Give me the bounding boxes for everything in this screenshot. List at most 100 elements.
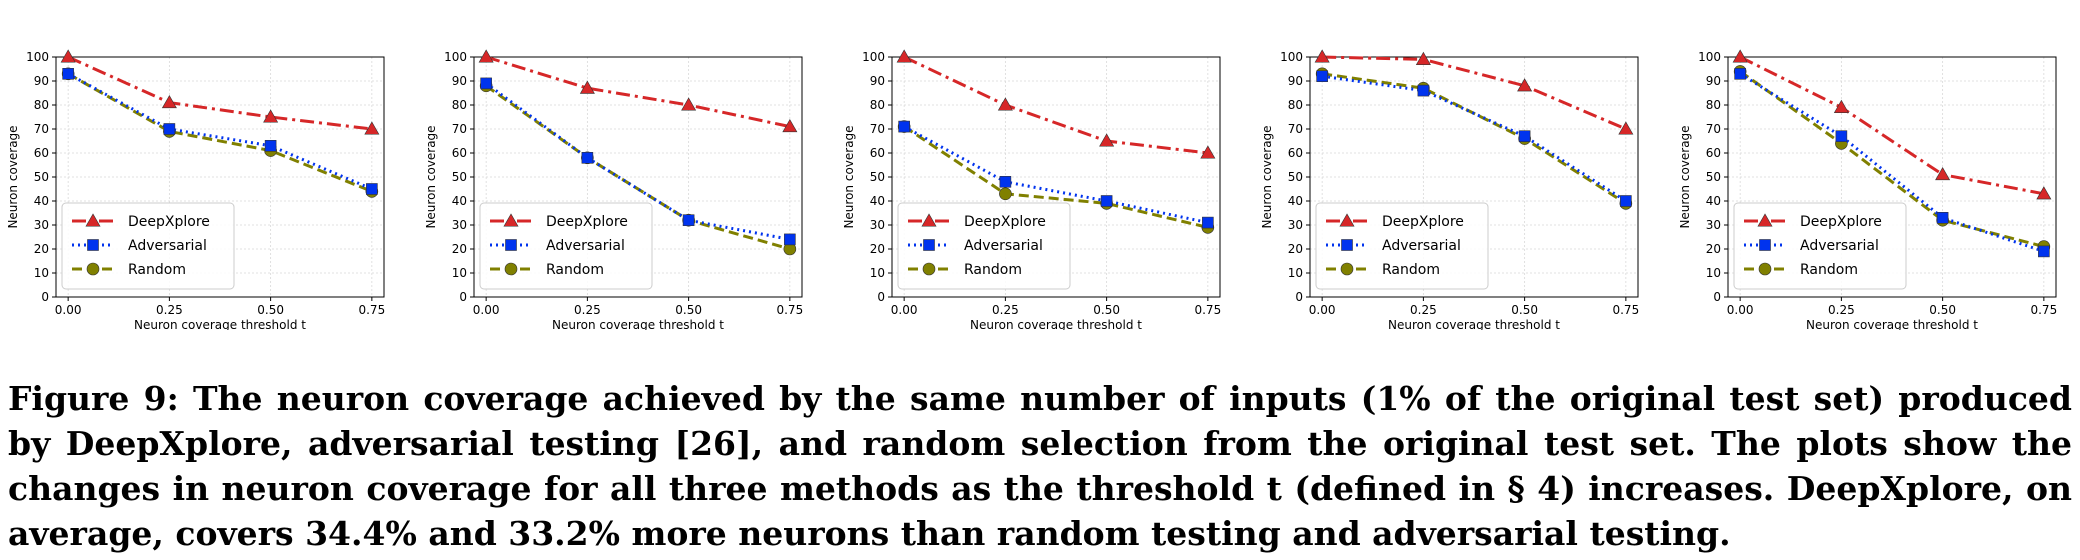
x-tick-label: 0.75 xyxy=(1194,303,1221,317)
data-point-adversarial xyxy=(682,214,695,226)
legend-label-adversarial: Adversarial xyxy=(964,238,1043,254)
x-tick-label: 0.00 xyxy=(1309,303,1336,317)
data-point-deepxplore xyxy=(1415,51,1431,65)
series-line-adversarial xyxy=(903,125,1209,225)
y-tick-label: 10 xyxy=(452,266,467,280)
data-point-deepxplore xyxy=(478,49,494,63)
legend-marker-deepxplore xyxy=(1339,213,1355,227)
chart-1: 0 10 20 30 40 50 60 70 80 90 100 0.00 0.25 0.50 0.75 Ne… xyxy=(6,49,385,330)
data-point-random xyxy=(999,187,1012,201)
y-tick-label: 30 xyxy=(870,218,885,232)
data-point-adversarial xyxy=(264,140,277,152)
data-point-adversarial xyxy=(163,123,176,135)
y-tick-label: 60 xyxy=(452,146,467,160)
x-tick-label: 0.00 xyxy=(1727,303,1754,317)
y-tick-label: 80 xyxy=(870,98,885,112)
series-line-random xyxy=(903,125,1209,229)
y-tick-label: 60 xyxy=(34,146,49,160)
data-point-adversarial xyxy=(1620,195,1632,207)
series-line-deepxplore xyxy=(1322,55,1627,131)
chart-5: 0 10 20 30 40 50 60 70 80 90 100 0.00 0.25 0.50 0.75 Ne… xyxy=(1678,49,2057,330)
y-axis-label: Neuron coverage xyxy=(424,125,438,228)
x-axis-label: Neuron coverage threshold t xyxy=(970,318,1142,330)
x-tick-label: 0.00 xyxy=(891,303,918,317)
data-point-deepxplore xyxy=(1200,145,1216,159)
series-line-deepxplore xyxy=(903,55,1209,155)
y-tick-label: 60 xyxy=(870,146,885,160)
y-tick-label: 70 xyxy=(1288,122,1303,136)
data-point-deepxplore xyxy=(60,49,76,63)
data-point-adversarial xyxy=(2038,245,2050,258)
data-point-deepxplore xyxy=(161,94,177,109)
legend-label-deepxplore: DeepXplore xyxy=(1800,214,1882,230)
y-tick-label: 20 xyxy=(34,242,49,256)
data-point-adversarial xyxy=(1734,68,1746,80)
x-axis-label: Neuron coverage threshold t xyxy=(134,318,306,330)
y-tick-label: 70 xyxy=(452,122,467,136)
y-tick-label: 70 xyxy=(870,122,885,136)
data-point-adversarial xyxy=(480,77,492,90)
y-axis-label: Neuron coverage xyxy=(6,125,20,228)
y-tick-label: 0 xyxy=(1295,290,1303,304)
y-tick-label: 30 xyxy=(1706,218,1721,232)
y-tick-label: 40 xyxy=(870,194,885,208)
data-point-deepxplore xyxy=(1732,49,1748,63)
data-point-adversarial xyxy=(1100,195,1113,207)
y-tick-label: 100 xyxy=(444,50,467,64)
x-axis-label: Neuron coverage threshold t xyxy=(552,318,724,330)
y-tick-label: 30 xyxy=(34,218,49,232)
data-point-deepxplore xyxy=(1099,133,1115,147)
data-point-adversarial xyxy=(784,233,796,246)
y-tick-label: 0 xyxy=(41,290,49,304)
data-point-deepxplore xyxy=(1618,121,1634,135)
figure-caption: Figure 9: The neuron coverage achieved b… xyxy=(8,379,2072,553)
x-tick-label: 0.75 xyxy=(358,303,385,317)
y-tick-label: 40 xyxy=(1706,194,1721,208)
legend-label-deepxplore: DeepXplore xyxy=(1382,214,1464,230)
legend-marker-adversarial xyxy=(1759,239,1771,251)
y-tick-label: 20 xyxy=(1706,242,1721,256)
x-tick-label: 0.75 xyxy=(776,303,803,317)
y-tick-label: 30 xyxy=(1288,218,1303,232)
data-point-adversarial xyxy=(62,68,74,80)
legend-marker-deepxplore xyxy=(503,213,519,227)
data-point-deepxplore xyxy=(896,49,912,63)
y-tick-label: 50 xyxy=(34,170,49,184)
x-tick-label: 0.50 xyxy=(675,303,702,317)
series-line-random xyxy=(485,84,791,251)
data-point-deepxplore xyxy=(2036,186,2052,200)
legend-marker-adversarial xyxy=(505,239,517,251)
legend-marker-random xyxy=(504,262,518,276)
x-tick-label: 0.25 xyxy=(574,303,601,317)
y-tick-label: 60 xyxy=(1288,146,1303,160)
x-tick-label: 0.25 xyxy=(992,303,1019,317)
legend-marker-deepxplore xyxy=(85,213,101,227)
series-line-adversarial xyxy=(1321,74,1627,203)
chart-4: 0 10 20 30 40 50 60 70 80 90 100 0.00 0.25 0.50 0.75 Ne… xyxy=(1260,49,1639,330)
y-axis-label: Neuron coverage xyxy=(842,125,856,228)
series-line-random xyxy=(67,72,373,193)
data-point-adversarial xyxy=(1316,70,1328,82)
legend-label-deepxplore: DeepXplore xyxy=(546,214,628,230)
legend-label-adversarial: Adversarial xyxy=(1382,238,1461,254)
y-tick-label: 100 xyxy=(862,50,885,64)
y-tick-label: 10 xyxy=(34,266,49,280)
x-tick-label: 0.25 xyxy=(156,303,183,317)
data-point-adversarial xyxy=(1835,130,1848,142)
y-tick-label: 70 xyxy=(34,122,49,136)
data-point-deepxplore xyxy=(782,118,798,133)
data-point-adversarial xyxy=(898,120,910,133)
y-tick-label: 20 xyxy=(452,242,467,256)
legend-marker-adversarial xyxy=(87,239,99,251)
data-point-deepxplore xyxy=(579,80,595,94)
y-tick-label: 20 xyxy=(870,242,885,256)
data-point-deepxplore xyxy=(1833,99,1849,113)
y-tick-label: 80 xyxy=(452,98,467,112)
y-axis-label: Neuron coverage xyxy=(1678,125,1692,228)
y-tick-label: 70 xyxy=(1706,122,1721,136)
x-tick-label: 0.00 xyxy=(55,303,82,317)
x-tick-label: 0.50 xyxy=(1511,303,1538,317)
legend-marker-random xyxy=(86,262,100,276)
series-line-random xyxy=(1321,72,1627,205)
y-tick-label: 90 xyxy=(452,74,467,88)
